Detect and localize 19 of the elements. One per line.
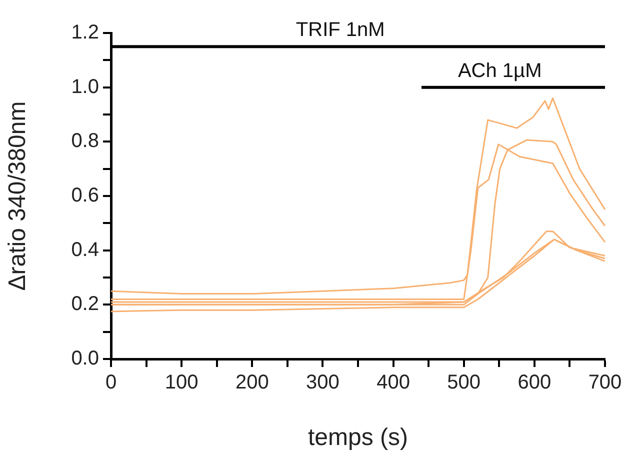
x-tick-label: 100 — [164, 372, 198, 394]
y-tick-label: 0.8 — [71, 130, 99, 152]
y-tick-label: 0.2 — [71, 293, 99, 316]
x-tick-label: 0 — [105, 372, 117, 394]
x-tick-label: 200 — [235, 372, 269, 394]
x-tick-label: 600 — [518, 372, 552, 394]
annotation: ACh 1µM — [458, 60, 542, 82]
y-tick-label: 0.0 — [71, 348, 99, 370]
annotation: TRIF 1nM — [296, 19, 385, 42]
x-tick-label: 300 — [306, 372, 340, 394]
x-tick-label: 500 — [447, 372, 481, 394]
y-tick-label: 1.0 — [71, 76, 99, 98]
y-tick-label: 0.6 — [71, 184, 99, 207]
x-tick-label: 700 — [588, 372, 622, 394]
y-tick-label: 1.2 — [71, 22, 99, 44]
y-axis-title: Δratio 340/380nm — [4, 101, 32, 291]
x-tick-label: 400 — [376, 372, 410, 394]
x-axis-title: temps (s) — [308, 424, 408, 452]
y-tick-label: 0.4 — [71, 238, 99, 261]
